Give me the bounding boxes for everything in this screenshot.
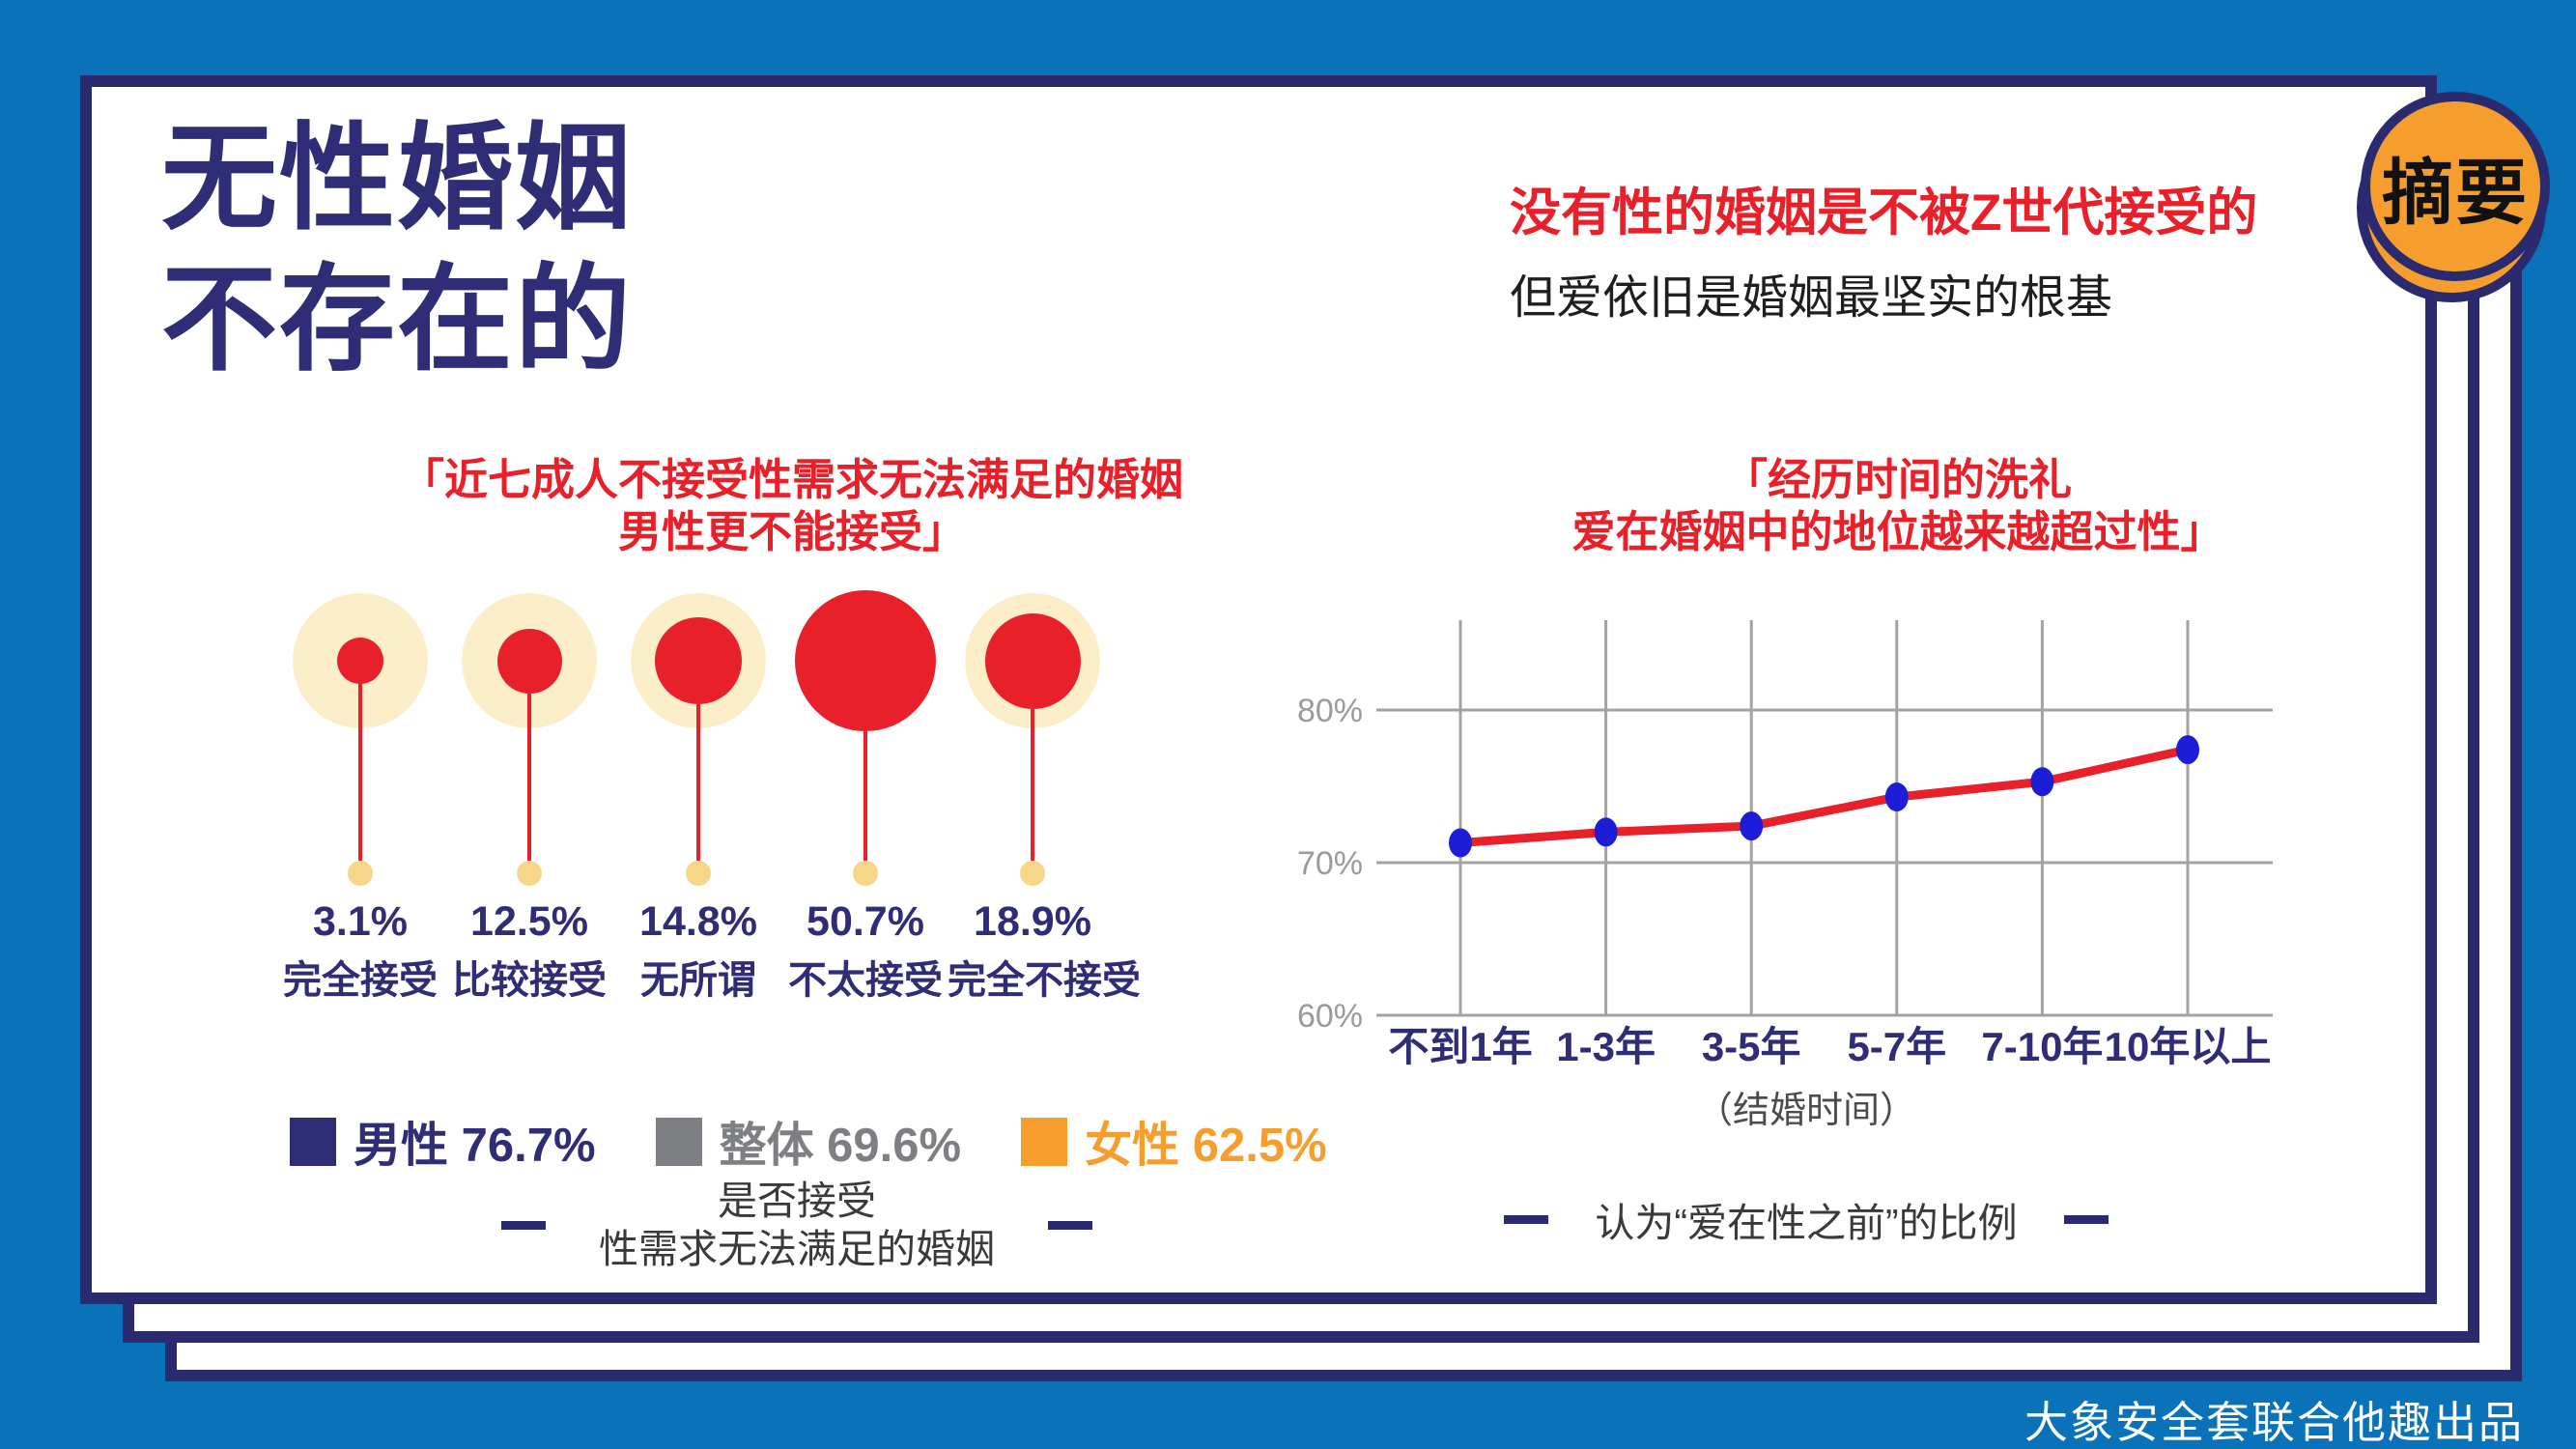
publisher-credit: 大象安全套联合他趣出品 xyxy=(2024,1398,2524,1447)
x-tick-label: 不到1年 xyxy=(1388,1024,1532,1069)
page-title: 无性婚姻 不存在的 xyxy=(161,108,633,390)
bubble-category-label: 比较接受 xyxy=(452,959,607,1002)
bubble-item: 14.8% 无所谓 xyxy=(613,593,783,1009)
data-point xyxy=(1594,817,1618,847)
bubble-value-label: 12.5% xyxy=(470,898,588,945)
badge-front-circle: 摘要 xyxy=(2361,92,2550,281)
bubble-category-label: 无所谓 xyxy=(640,959,756,1002)
bubble-value-circle xyxy=(337,638,383,684)
legend-swatch xyxy=(655,1117,702,1166)
x-tick-label: 1-3年 xyxy=(1556,1024,1656,1069)
line-chart-title-line2: 爱在婚姻中的地位越来越超过性」 xyxy=(1571,507,2224,556)
legend-swatch xyxy=(290,1117,336,1166)
bubble-chart-legend: 男性 76.7% 整体 69.6% 女性 62.5% xyxy=(290,1107,1327,1176)
bubble-anchor-dot xyxy=(853,861,878,886)
caption-dash-right xyxy=(1048,1220,1092,1230)
legend-label: 男性 76.7% xyxy=(354,1120,596,1172)
y-tick-label: 70% xyxy=(1297,845,1363,882)
bubble-chart-title: 「近七成人不接受性需求无法满足的婚姻 男性更不能接受」 xyxy=(266,454,1318,558)
bubble-category-label: 完全不接受 xyxy=(948,959,1141,1002)
line-chart-title-line1: 「经历时间的洗礼 xyxy=(1723,455,2072,504)
data-point xyxy=(1449,828,1472,858)
bubble-stem-line xyxy=(863,731,867,861)
caption-dash-left xyxy=(501,1220,546,1230)
x-tick-label: 3-5年 xyxy=(1702,1024,1801,1069)
x-tick-label: 10年以上 xyxy=(2105,1024,2272,1069)
bubble-value-label: 14.8% xyxy=(639,898,757,945)
y-tick-label: 80% xyxy=(1297,693,1363,729)
line-chart-x-axis-label: （结婚时间） xyxy=(1695,1091,1916,1131)
bubble-category-label: 不太接受 xyxy=(788,959,943,1002)
bubble-value-label: 3.1% xyxy=(312,898,408,945)
data-point xyxy=(1884,782,1909,812)
bubble-stem-line xyxy=(527,693,531,861)
line-chart-title: 「经历时间的洗礼 爱在婚姻中的地位越来越超过性」 xyxy=(1343,454,2453,558)
bubble-item: 3.1% 完全接受 xyxy=(275,593,445,1009)
bubble-category-label: 完全接受 xyxy=(283,959,438,1002)
legend-swatch xyxy=(1021,1117,1068,1166)
bubble-anchor-dot xyxy=(686,861,711,886)
legend-item: 整体 69.6% xyxy=(655,1107,962,1176)
badge-label: 摘要 xyxy=(2382,152,2529,233)
bubble-item: 12.5% 比较接受 xyxy=(444,593,614,1009)
bubble-value-label: 50.7% xyxy=(807,898,924,945)
summary-badge: 摘要 xyxy=(2357,92,2550,302)
line-caption-dash-left xyxy=(1504,1214,1549,1224)
bubble-caption-line2: 性需求无法满足的婚姻 xyxy=(599,1227,995,1271)
bubble-anchor-dot xyxy=(1020,861,1045,886)
bubble-value-circle xyxy=(496,628,562,694)
x-tick-label: 7-10年 xyxy=(1981,1024,2103,1069)
line-caption-dash-right xyxy=(2063,1214,2109,1224)
bubble-anchor-dot xyxy=(348,861,373,886)
main-card: 无性婚姻 不存在的 没有性的婚姻是不被Z世代接受的 但爱依旧是婚姻最坚实的根基 「… xyxy=(80,75,2437,1304)
bubble-chart-title-line2: 男性更不能接受」 xyxy=(617,507,966,556)
bubble-caption-line1: 是否接受 xyxy=(718,1179,876,1223)
bubble-chart-title-line1: 「近七成人不接受性需求无法满足的婚姻 xyxy=(400,455,1183,504)
legend-label: 女性 62.5% xyxy=(1085,1120,1327,1172)
bubble-item: 50.7% 不太接受 xyxy=(780,590,950,1009)
legend-item: 女性 62.5% xyxy=(1021,1107,1327,1176)
bubble-value-circle xyxy=(984,612,1081,709)
line-chart-plot: 60% 70% 80% 不到1年 1-3年 3-5年 5-7年 7-10年 10年以上 xyxy=(1297,620,2273,1069)
bubble-stem-line xyxy=(358,684,362,861)
data-point xyxy=(1740,811,1764,841)
bubble-stem-line xyxy=(696,704,700,861)
bubble-value-circle xyxy=(655,617,742,704)
bubble-caption-text: 是否接受 性需求无法满足的婚姻 xyxy=(599,1177,995,1273)
page-title-line2: 不存在的 xyxy=(161,255,633,384)
data-point xyxy=(2030,767,2054,797)
bubble-chart-caption: 是否接受 性需求无法满足的婚姻 xyxy=(290,1177,1304,1273)
x-tick-label: 5-7年 xyxy=(1847,1024,1946,1069)
legend-item: 男性 76.7% xyxy=(290,1107,596,1176)
bubble-value-circle xyxy=(795,590,936,731)
page-title-line1: 无性婚姻 xyxy=(161,114,633,243)
data-point xyxy=(2176,735,2199,765)
line-chart-caption: 认为“爱在性之前”的比例 xyxy=(1294,1190,2318,1248)
legend-label: 整体 69.6% xyxy=(719,1120,962,1172)
bubble-item: 18.9% 完全不接受 xyxy=(948,593,1141,1009)
headline-sub-statement: 但爱依旧是婚姻最坚实的根基 xyxy=(1510,272,2113,324)
data-line xyxy=(1456,745,2193,847)
y-tick-label: 60% xyxy=(1297,998,1363,1035)
headline-statement: 没有性的婚姻是不被Z世代接受的 xyxy=(1510,185,2258,242)
bubble-anchor-dot xyxy=(517,861,542,886)
line-caption-text: 认为“爱在性之前”的比例 xyxy=(1595,1201,2018,1245)
bubble-value-label: 18.9% xyxy=(974,898,1091,945)
bubble-stem-line xyxy=(1031,708,1034,861)
